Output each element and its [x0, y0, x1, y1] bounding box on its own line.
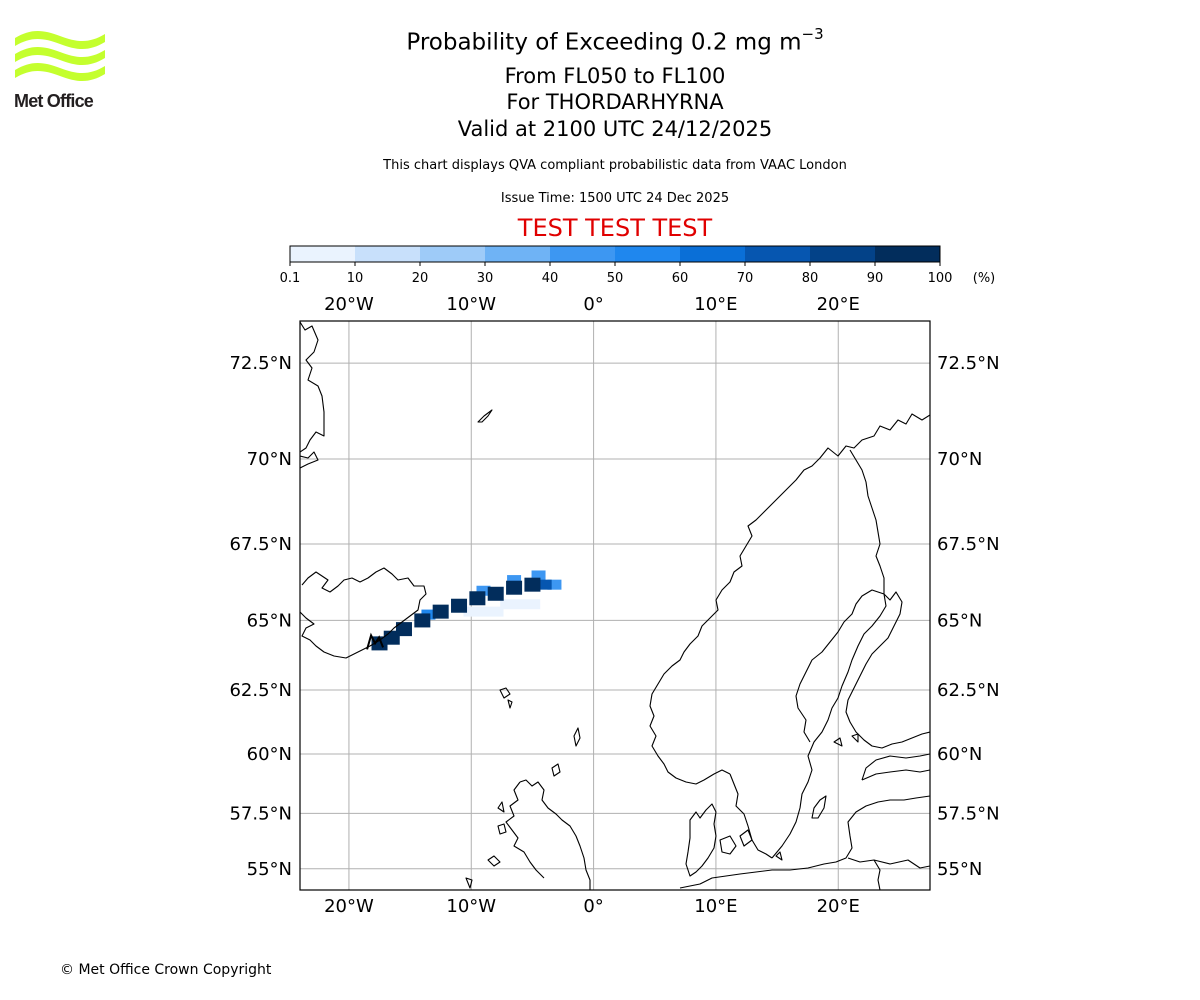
colorbar-tick-label: 90	[867, 271, 884, 286]
lat-label-left: 67.5°N	[229, 534, 292, 555]
plume-cell	[469, 591, 486, 606]
colorbar-segment	[810, 246, 876, 262]
plume-cell	[547, 579, 562, 590]
lat-label-left: 70°N	[247, 449, 292, 470]
lat-label-right: 72.5°N	[937, 353, 1000, 374]
met-office-logo-text: Met Office	[14, 91, 94, 111]
lon-label-top: 10°W	[446, 294, 496, 315]
colorbar-tick-label: 50	[607, 271, 624, 286]
chart-title: Probability of Exceeding 0.2 mg m−3	[406, 25, 824, 56]
plume-cell	[524, 577, 541, 592]
met-office-logo: Met Office	[14, 30, 110, 112]
lat-label-left: 55°N	[247, 859, 292, 880]
ash-plume	[371, 570, 562, 651]
lat-label-left: 72.5°N	[229, 353, 292, 374]
colorbar-segment	[290, 246, 356, 262]
plume-cell	[432, 604, 449, 619]
map-axis-labels: 20°W 20°W 10°W 10°W 0° 0° 10°E 10°E 20°E 20°E 72.5…	[229, 294, 999, 917]
copyright-notice: © Met Office Crown Copyright	[60, 962, 272, 978]
plume-cell	[531, 570, 546, 581]
plume-cell	[500, 599, 541, 610]
lat-label-left: 60°N	[247, 744, 292, 765]
lat-label-right: 60°N	[937, 744, 982, 765]
lat-label-right: 67.5°N	[937, 534, 1000, 555]
colorbar-tick-label: 80	[802, 271, 819, 286]
lat-label-left: 65°N	[247, 610, 292, 631]
lat-label-right: 55°N	[937, 859, 982, 880]
colorbar-tick-label: 0.1	[280, 271, 301, 286]
map-gridlines	[300, 321, 930, 890]
volcano-name: For THORDARHYRNA	[506, 90, 724, 114]
plume-cell	[476, 585, 491, 596]
lon-label-bottom: 0°	[583, 896, 603, 917]
lon-label-bottom: 10°E	[694, 896, 737, 917]
plume-cell	[451, 598, 468, 613]
volcano-icon	[366, 632, 384, 650]
lat-label-right: 57.5°N	[937, 803, 1000, 824]
colorbar-tick-label: 40	[542, 271, 559, 286]
colorbar-segment	[550, 246, 616, 262]
colorbar-tick-label: 70	[737, 271, 754, 286]
plume-cell	[414, 613, 431, 628]
plume-cell	[537, 579, 552, 590]
met-office-waves-icon	[15, 30, 105, 82]
colorbar-tick-label: 100	[928, 271, 953, 286]
colorbar-tick-label: 30	[477, 271, 494, 286]
plume-cell	[507, 575, 522, 586]
lon-label-top: 10°E	[694, 294, 737, 315]
lon-label-top: 20°W	[324, 294, 374, 315]
lon-label-bottom: 20°W	[324, 896, 374, 917]
colorbar-tick-label: 20	[412, 271, 429, 286]
colorbar-tick-label: 60	[672, 271, 689, 286]
plume-cell	[506, 580, 523, 595]
coastlines	[300, 321, 930, 890]
colorbar-segment	[355, 246, 421, 262]
lat-label-left: 62.5°N	[229, 680, 292, 701]
colorbar-segment	[615, 246, 681, 262]
lon-label-top: 20°E	[817, 294, 860, 315]
colorbar-unit: (%)	[973, 271, 996, 286]
lat-label-right: 65°N	[937, 610, 982, 631]
lon-label-bottom: 10°W	[446, 896, 496, 917]
lat-label-left: 57.5°N	[229, 803, 292, 824]
colorbar-segment	[745, 246, 811, 262]
volcano-marker	[366, 632, 384, 650]
test-banner: TEST TEST TEST	[517, 214, 713, 242]
colorbar-segment	[680, 246, 746, 262]
plume-cell	[395, 622, 412, 637]
valid-time: Valid at 2100 UTC 24/12/2025	[457, 117, 773, 141]
plume-cell	[463, 606, 504, 617]
qva-disclaimer: This chart displays QVA compliant probab…	[383, 158, 847, 173]
lon-label-top: 0°	[583, 294, 603, 315]
lat-label-right: 62.5°N	[937, 680, 1000, 701]
colorbar-segment	[420, 246, 486, 262]
lon-label-bottom: 20°E	[817, 896, 860, 917]
plume-cell	[487, 586, 504, 601]
colorbar-segment	[485, 246, 551, 262]
flight-level-range: From FL050 to FL100	[504, 64, 726, 88]
map-frame	[299, 320, 931, 891]
lat-label-right: 70°N	[937, 449, 982, 470]
issue-time: Issue Time: 1500 UTC 24 Dec 2025	[500, 191, 730, 206]
colorbar-tick-label: 10	[347, 271, 364, 286]
probability-colorbar: 0.1 10 20 30 40 50 60 70 80 90 100 (%)	[280, 245, 996, 286]
colorbar-segment	[875, 246, 941, 262]
